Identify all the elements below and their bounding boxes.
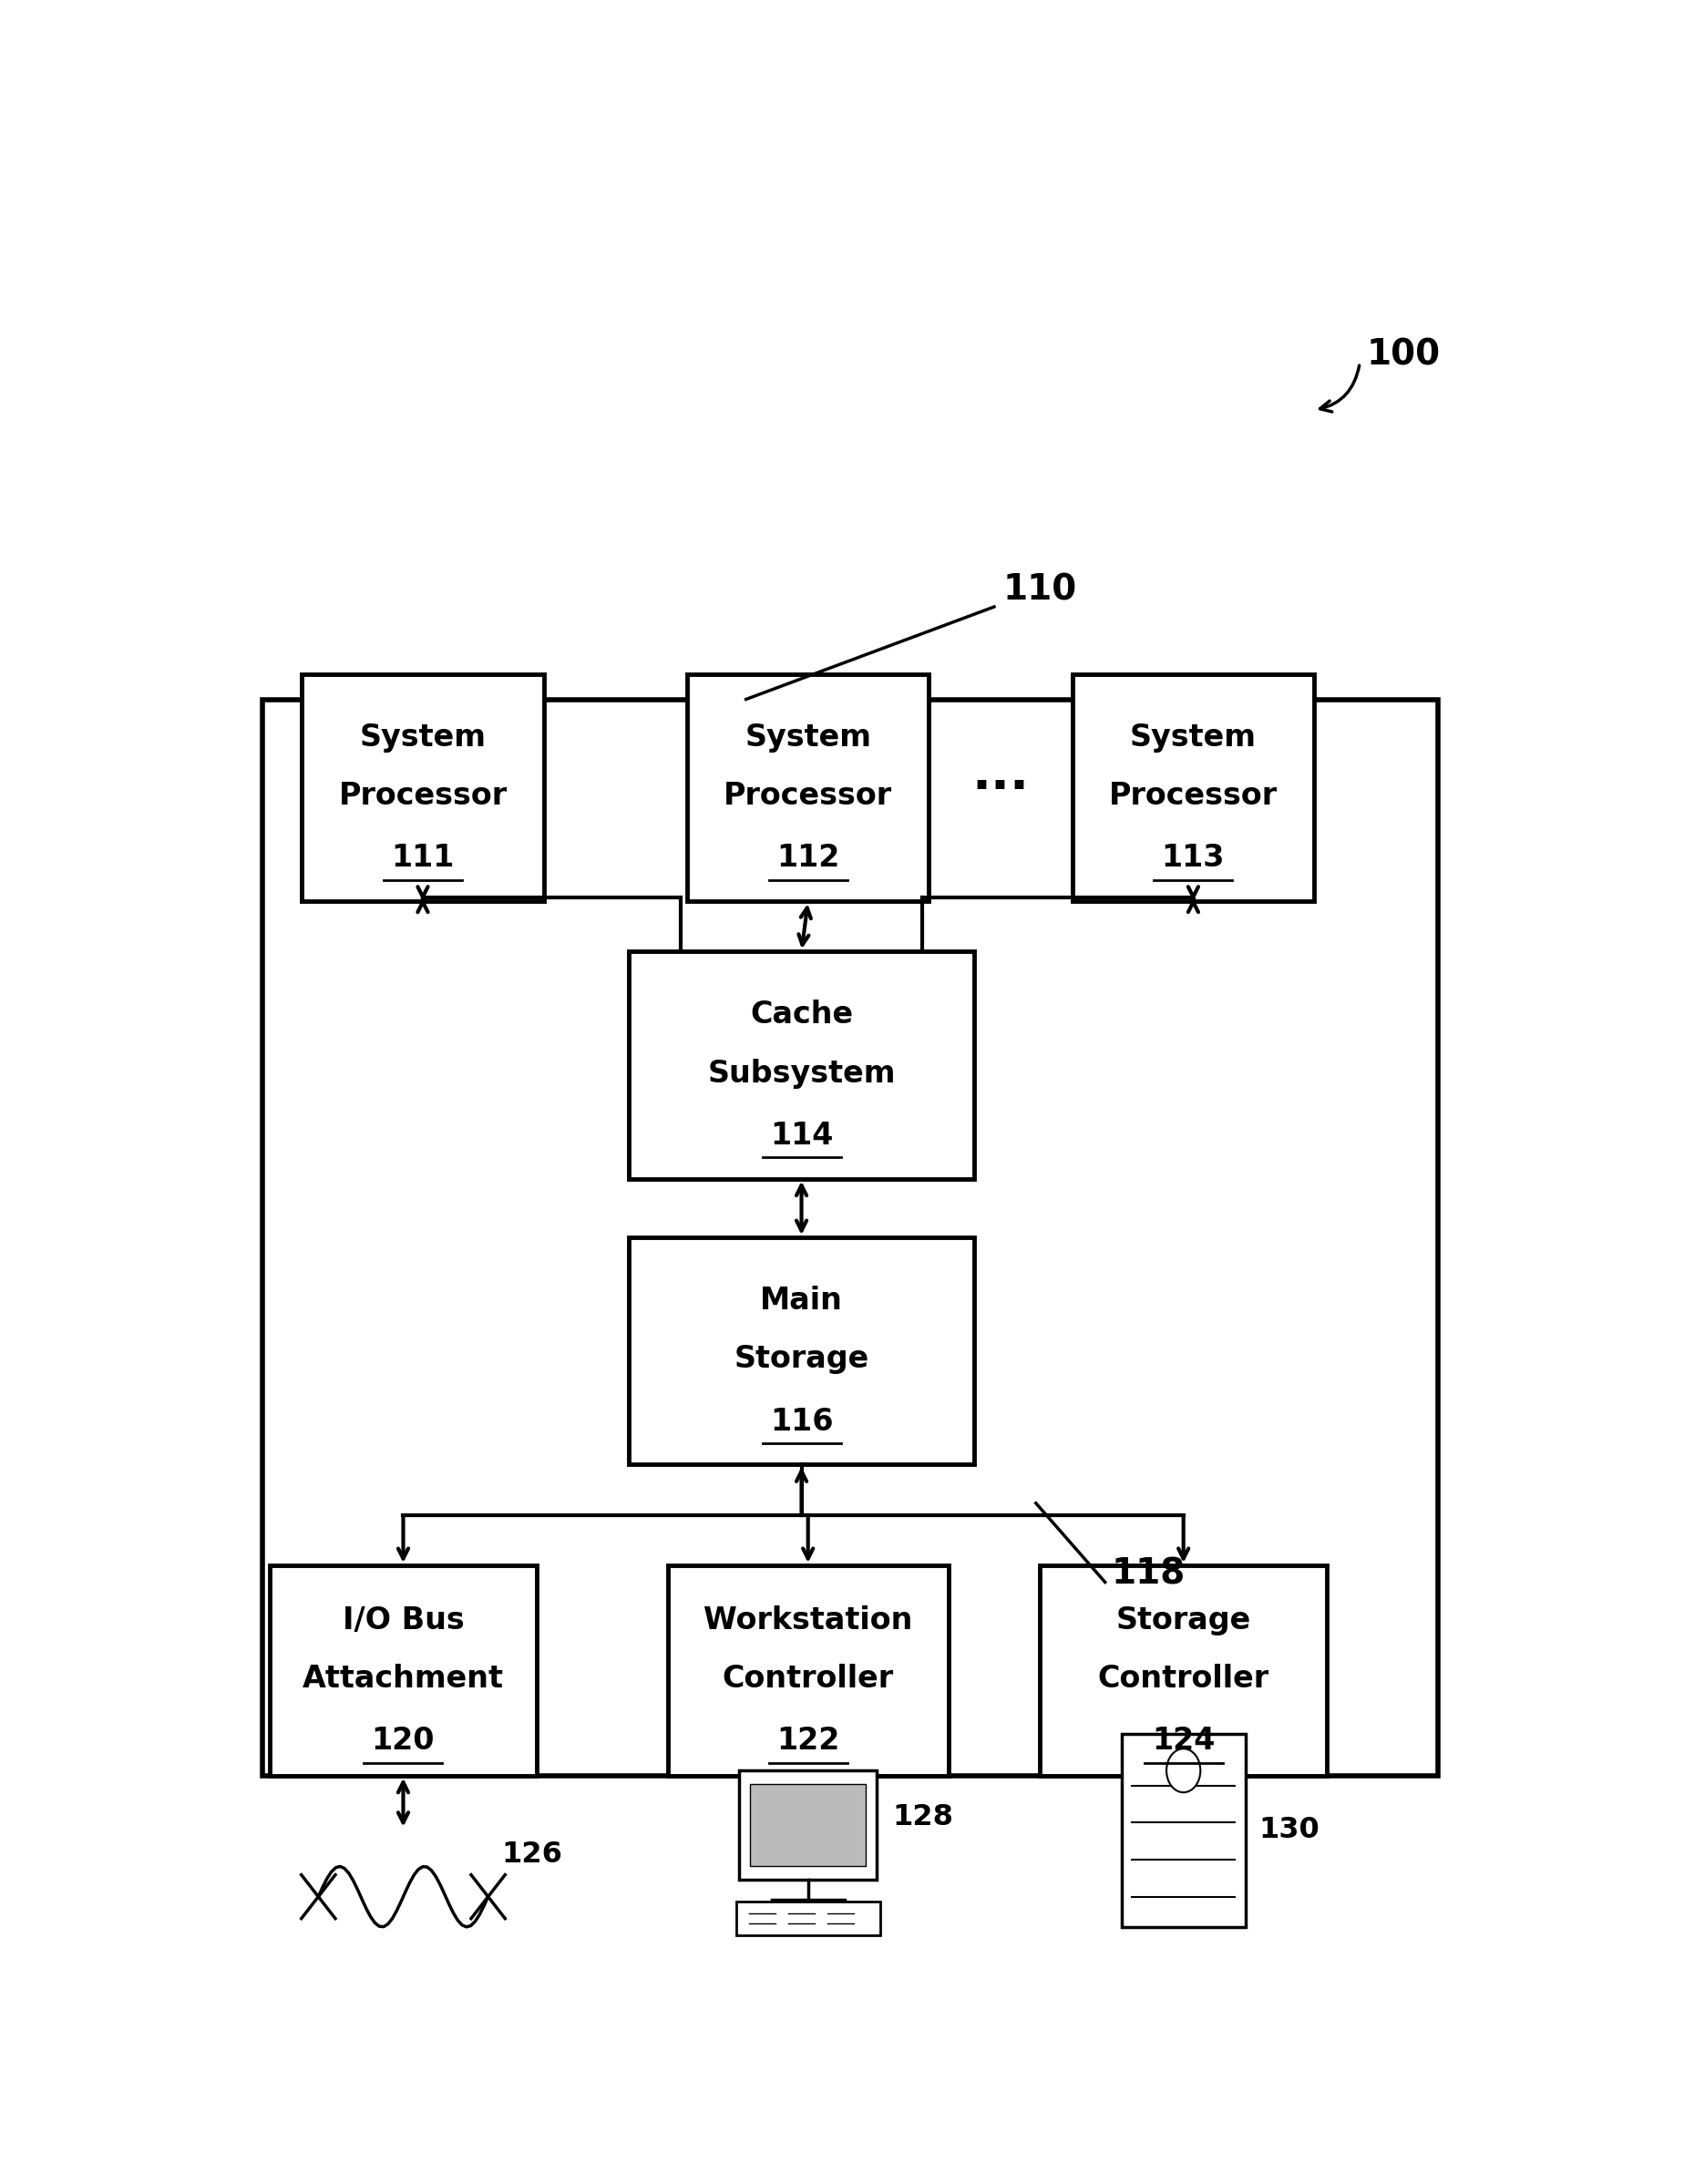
Circle shape <box>1165 1749 1199 1793</box>
Text: 113: 113 <box>1160 843 1224 874</box>
Text: 120: 120 <box>372 1725 434 1756</box>
Text: I/O Bus: I/O Bus <box>342 1605 463 1636</box>
Text: Processor: Processor <box>1108 782 1276 810</box>
Bar <box>628 1238 973 1465</box>
Bar <box>739 1771 876 1880</box>
Text: Controller: Controller <box>1098 1664 1268 1695</box>
Text: 124: 124 <box>1152 1725 1214 1756</box>
Text: 112: 112 <box>776 843 839 874</box>
Text: 118: 118 <box>1111 1557 1186 1592</box>
Bar <box>667 1566 948 1776</box>
Text: Controller: Controller <box>722 1664 893 1695</box>
Bar <box>263 699 1438 1776</box>
Text: 116: 116 <box>770 1406 832 1437</box>
Text: 110: 110 <box>1002 572 1076 607</box>
Text: Cache: Cache <box>749 1000 852 1029</box>
Text: Processor: Processor <box>724 782 893 810</box>
Text: Storage: Storage <box>1115 1605 1250 1636</box>
Text: Processor: Processor <box>338 782 507 810</box>
Bar <box>301 675 544 902</box>
Bar <box>1122 1734 1244 1926</box>
Text: Main: Main <box>759 1286 842 1315</box>
Text: Attachment: Attachment <box>303 1664 504 1695</box>
Bar <box>628 952 973 1179</box>
Bar <box>749 1784 866 1867</box>
Text: ...: ... <box>972 751 1029 799</box>
Text: 126: 126 <box>500 1841 562 1870</box>
Text: System: System <box>359 723 487 751</box>
Bar <box>269 1566 537 1776</box>
Text: System: System <box>744 723 871 751</box>
Bar <box>1039 1566 1327 1776</box>
Text: Workstation: Workstation <box>704 1605 913 1636</box>
Text: 100: 100 <box>1366 336 1440 371</box>
Text: 111: 111 <box>391 843 455 874</box>
Text: 114: 114 <box>770 1120 832 1151</box>
Text: System: System <box>1130 723 1256 751</box>
Text: Subsystem: Subsystem <box>707 1059 896 1088</box>
Text: 122: 122 <box>776 1725 839 1756</box>
Bar <box>687 675 928 902</box>
Bar <box>1073 675 1314 902</box>
Text: 128: 128 <box>893 1804 953 1832</box>
Bar <box>736 1902 879 1935</box>
Text: 130: 130 <box>1258 1817 1319 1843</box>
Text: Storage: Storage <box>734 1345 869 1374</box>
